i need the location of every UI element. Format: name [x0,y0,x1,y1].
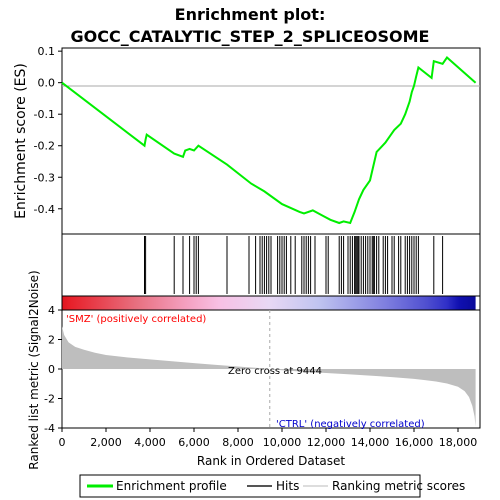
x-tick-label: 8,000 [222,436,254,449]
annotation-negative: 'CTRL' (negatively correlated) [276,419,425,430]
es-y-tick-label: -0.1 [34,108,55,121]
es-y-axis-label: Enrichment score (ES) [13,63,29,219]
es-series-line [61,56,477,225]
ranking-bar-fill [62,296,476,310]
metric-y-tick-label: -2 [44,393,55,406]
chart-title-line2: GOCC_CATALYTIC_STEP_2_SPLICEOSOME [71,27,430,46]
metric-y-axis-label: Ranked list metric (Signal2Noise) [27,270,41,469]
x-tick-label: 12,000 [307,436,346,449]
es-y-ticks: 0.1 0.0 -0.1 -0.2 -0.3 -0.4 [34,45,62,216]
x-tick-label: 2,000 [90,436,122,449]
chart-title-line1: Enrichment plot: [175,5,326,24]
es-y-tick-label: -0.2 [34,140,55,153]
x-tick-label: 0 [59,436,66,449]
x-tick-label: 6,000 [178,436,210,449]
metric-y-tick-label: -4 [44,422,55,435]
metric-y-tick-label: 4 [48,304,55,317]
annotation-zero-cross: Zero cross at 9444 [228,366,322,377]
x-tick-label: 4,000 [134,436,166,449]
metric-y-ticks: 4 2 0 -2 -4 [44,304,62,435]
x-tick-label: 18,000 [439,436,478,449]
legend-label-es: Enrichment profile [116,479,227,493]
es-y-tick-label: -0.4 [34,203,55,216]
es-y-tick-label: 0.1 [38,45,56,58]
x-tick-label: 16,000 [395,436,434,449]
metric-y-tick-label: 0 [48,363,55,376]
x-tick-label: 10,000 [263,436,302,449]
ranking-color-bar [61,295,481,311]
legend-label-metric: Ranking metric scores [332,479,465,493]
legend-label-hits: Hits [276,479,299,493]
metric-area [62,326,476,427]
es-y-tick-label: 0.0 [38,77,56,90]
x-axis-label: Rank in Ordered Dataset [197,454,345,468]
es-y-tick-label: -0.3 [34,171,55,184]
x-ticks: 0 2,000 4,000 6,000 8,000 10,000 12,000 14,000 1… [59,428,478,449]
x-tick-label: 14,000 [351,436,390,449]
annotation-positive: 'SMZ' (positively correlated) [66,314,206,325]
hits-group [144,236,444,294]
metric-y-tick-label: 2 [48,334,55,347]
es-panel-frame [61,47,481,235]
